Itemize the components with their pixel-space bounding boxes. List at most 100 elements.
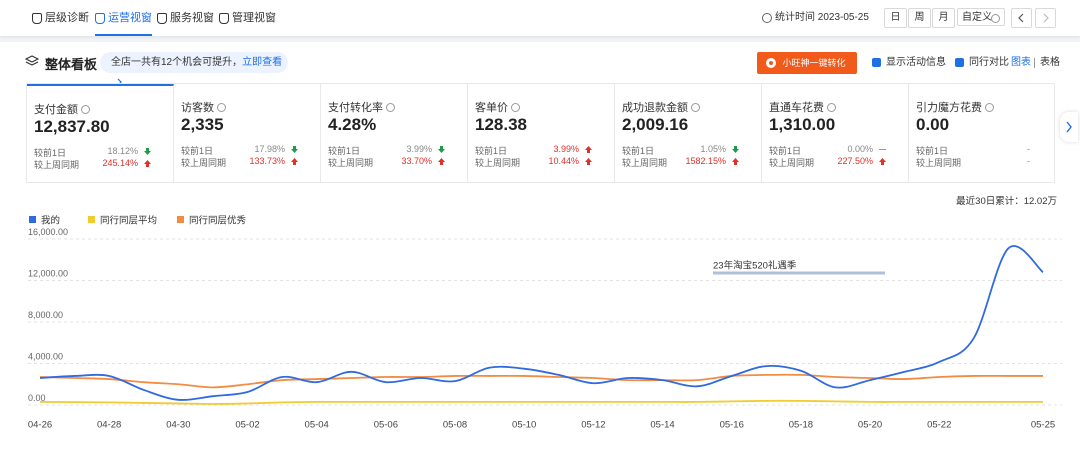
- compare-value: 17.98%: [254, 144, 285, 154]
- compare-value: 1.05%: [700, 144, 726, 154]
- x-tick-label: 05-10: [512, 420, 536, 431]
- annotation-label: 23年淘宝520礼遇季: [713, 260, 797, 272]
- next-button[interactable]: [1035, 8, 1056, 28]
- compare-label: 较上周同期: [769, 158, 815, 168]
- y-tick-label: 4,000.00: [28, 352, 63, 362]
- period-button[interactable]: 月: [932, 8, 955, 28]
- x-tick-label: 05-06: [374, 420, 398, 431]
- legend-label: 同行同层平均: [100, 215, 157, 227]
- trend-icon: [732, 146, 739, 153]
- x-tick-label: 05-04: [305, 420, 329, 431]
- x-tick-label: 05-12: [581, 420, 605, 431]
- compare-value: 227.50%: [837, 156, 873, 166]
- x-tick-label: 05-25: [1031, 420, 1055, 431]
- notice: 全店一共有12个机会可提升，立即查看: [100, 52, 288, 86]
- convert-button[interactable]: 小旺神一键转化: [757, 52, 857, 74]
- help-icon: [511, 103, 520, 112]
- checkbox[interactable]: 同行对比: [955, 57, 1009, 69]
- trend-icon: [1025, 157, 1034, 166]
- help-icon: [217, 103, 226, 112]
- x-tick-label: 05-18: [789, 420, 813, 431]
- y-tick-label: 0.00: [28, 393, 46, 403]
- trend-icon: [438, 158, 445, 165]
- metric-card[interactable]: 直通车花费 1,310.00 较前1日 0.00% 较上周同期 227.50%: [762, 84, 909, 182]
- compare-value: -: [1027, 156, 1030, 166]
- compare-label: 较上周同期: [328, 158, 374, 168]
- checkbox[interactable]: 显示活动信息: [872, 57, 946, 69]
- cards-next[interactable]: [1060, 112, 1078, 142]
- trend-icon: [438, 146, 445, 153]
- tab-label: 运营视窗: [108, 12, 152, 24]
- metric-name: 成功退款金额: [622, 102, 688, 114]
- nav-tab[interactable]: 运营视窗: [95, 0, 152, 36]
- help-icon: [827, 103, 836, 112]
- compare-label: 较前1日: [328, 146, 361, 156]
- notice-text: 全店一共有12个机会可提升，: [111, 57, 243, 68]
- metric-card[interactable]: 成功退款金额 2,009.16 较前1日 1.05% 较上周同期 1582.15%: [615, 84, 762, 182]
- period-button[interactable]: 自定义: [957, 8, 1005, 26]
- metric-value: 4.28%: [328, 115, 377, 134]
- y-tick-label: 16,000.00: [28, 227, 68, 237]
- help-icon: [985, 103, 994, 112]
- compare-label: 较前1日: [181, 146, 214, 156]
- metric-card[interactable]: 支付金额 12,837.80 较前1日 18.12% 较上周同期 245.14%: [27, 84, 174, 182]
- trend-icon: [144, 160, 151, 167]
- legend-swatch: [29, 216, 36, 223]
- trend-icon: [585, 146, 592, 153]
- metric-card[interactable]: 客单价 128.38 较前1日 3.99% 较上周同期 10.44%: [468, 84, 615, 182]
- metric-value: 0.00: [916, 115, 950, 134]
- metric-value: 2,009.16: [622, 115, 689, 134]
- trend-icon: [291, 158, 298, 165]
- prev-button[interactable]: [1011, 8, 1032, 28]
- nav-tab[interactable]: 服务视窗: [157, 0, 214, 34]
- nav-tab[interactable]: 管理视窗: [219, 0, 276, 34]
- stat-time-text: 统计时间 2023-05-25: [775, 12, 869, 23]
- x-tick-label: 04-26: [28, 420, 52, 431]
- compare-value: 1582.15%: [685, 156, 726, 166]
- y-tick-label: 8,000.00: [28, 310, 63, 320]
- period-label: 自定义: [962, 12, 992, 23]
- compare-label: 较前1日: [622, 146, 655, 156]
- compare-label: 较上周同期: [181, 158, 227, 168]
- metric-card[interactable]: 引力魔方花费 0.00 较前1日 - 较上周同期 -: [909, 84, 1056, 182]
- x-tick-label: 05-20: [858, 420, 882, 431]
- y-tick-label: 12,000.00: [28, 269, 68, 279]
- legend-swatch: [88, 216, 95, 223]
- metric-card[interactable]: 访客数 2,335 较前1日 17.98% 较上周同期 133.73%: [174, 84, 321, 182]
- trend-icon: [732, 158, 739, 165]
- checkbox-label: 同行对比: [969, 57, 1009, 68]
- series-line: [39, 373, 1043, 389]
- x-tick-label: 05-08: [443, 420, 467, 431]
- compare-label: 较前1日: [34, 148, 67, 158]
- x-tick-label: 05-02: [235, 420, 259, 431]
- period-button[interactable]: 周: [908, 8, 931, 28]
- metric-value: 2,335: [181, 115, 224, 134]
- x-tick-label: 05-14: [650, 420, 674, 431]
- button-label: 小旺神一键转化: [782, 58, 846, 68]
- top-bar: 层级诊断 运营视窗 服务视窗 管理视窗 统计时间 2023-05-25 日 周 …: [0, 0, 1080, 36]
- checkbox-label: 显示活动信息: [886, 57, 946, 68]
- chevron: [1018, 13, 1024, 23]
- view-toggle[interactable]: 表格: [1040, 57, 1060, 68]
- metric-value: 12,837.80: [34, 117, 110, 136]
- x-tick-label: 05-22: [927, 420, 951, 431]
- metric-value: 1,310.00: [769, 115, 836, 134]
- compare-value: 3.99%: [406, 144, 432, 154]
- tab-label: 层级诊断: [45, 12, 89, 24]
- metric-card[interactable]: 支付转化率 4.28% 较前1日 3.99% 较上周同期 33.70%: [321, 84, 468, 182]
- compare-value: 0.00%: [847, 144, 873, 154]
- stat-time: 统计时间 2023-05-25: [762, 11, 869, 25]
- view-toggle[interactable]: 图表: [1011, 57, 1031, 68]
- notice-link[interactable]: 立即查看: [242, 57, 283, 68]
- chevron: [1043, 13, 1049, 23]
- period-button[interactable]: 日: [884, 8, 907, 28]
- nav-tab[interactable]: 层级诊断: [32, 0, 89, 34]
- metric-name: 引力魔方花费: [916, 102, 982, 114]
- compare-label: 较上周同期: [34, 160, 80, 170]
- legend-label: 我的: [41, 215, 60, 227]
- compare-value: 33.70%: [401, 156, 432, 166]
- chart-note: 最近30日累计：12.02万: [956, 195, 1057, 207]
- x-tick-label: 04-28: [97, 420, 121, 431]
- compare-value: 245.14%: [102, 158, 138, 168]
